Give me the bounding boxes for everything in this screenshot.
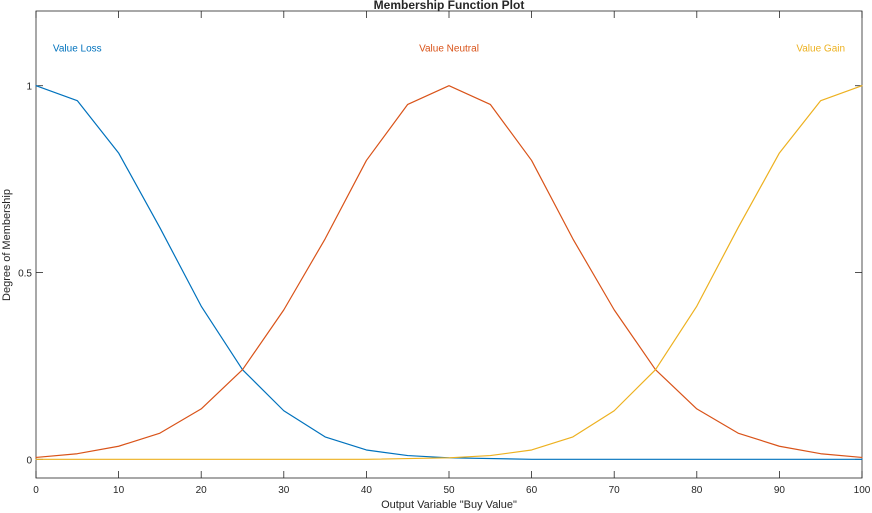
series-layer <box>35 85 863 460</box>
series-label-value-loss: Value Loss <box>53 43 102 54</box>
y-tick-label: 0.5 <box>18 269 32 280</box>
x-tick-label: 60 <box>526 485 538 496</box>
series-line-value-neutral <box>35 85 863 459</box>
x-axis-ticks: 0 10 20 30 40 50 60 70 80 90 100 <box>33 11 871 496</box>
x-tick-label: 70 <box>609 485 621 496</box>
x-tick-label: 90 <box>774 485 786 496</box>
y-axis-label: Degree of Membership <box>1 189 13 301</box>
chart-title: Membership Function Plot <box>374 0 525 12</box>
plot-background <box>35 10 863 479</box>
x-tick-label: 50 <box>443 485 455 496</box>
series-label-value-gain: Value Gain <box>796 43 845 54</box>
series-line-value-loss <box>35 85 863 460</box>
y-tick-label: 0 <box>26 455 32 466</box>
series-line-value-gain <box>35 85 863 460</box>
x-tick-label: 40 <box>361 485 373 496</box>
x-tick-label: 100 <box>854 485 871 496</box>
x-axis-label: Output Variable "Buy Value" <box>381 499 517 511</box>
y-tick-label: 1 <box>26 82 32 93</box>
x-tick-label: 10 <box>113 485 125 496</box>
series-label-layer: Value Loss Value Neutral Value Gain <box>53 43 845 54</box>
x-tick-label: 80 <box>691 485 703 496</box>
x-tick-label: 0 <box>33 485 39 496</box>
x-tick-label: 30 <box>278 485 290 496</box>
series-label-value-neutral: Value Neutral <box>419 43 479 54</box>
x-tick-label: 20 <box>196 485 208 496</box>
